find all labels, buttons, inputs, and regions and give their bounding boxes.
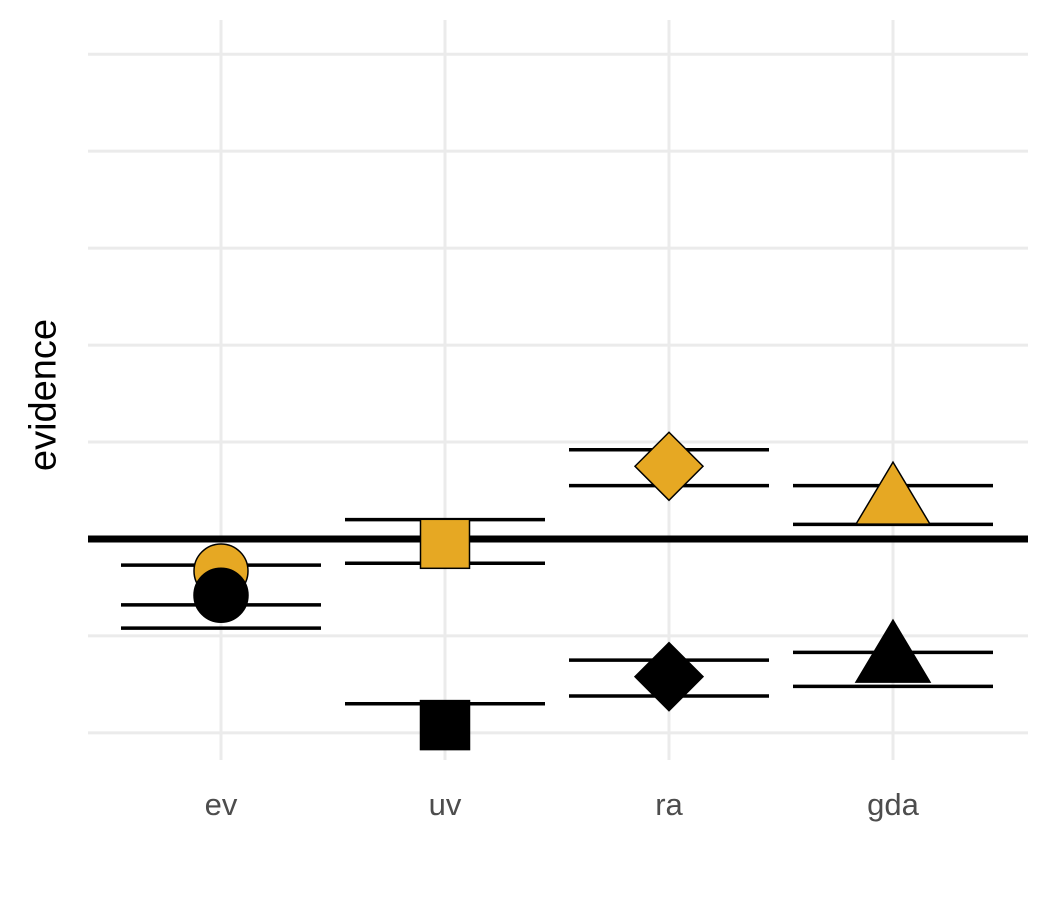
data-point-ev-black <box>193 567 249 623</box>
x-tick-label-ev: ev <box>205 787 238 822</box>
interval-bands <box>121 448 993 706</box>
y-axis-label: evidence <box>22 318 65 472</box>
data-point-gda-gold <box>854 460 932 525</box>
x-tick-label-ra: ra <box>655 787 683 822</box>
data-point-uv-gold <box>419 518 471 570</box>
data-point-uv-black <box>419 699 471 751</box>
x-axis-ticks: ev uv ra gda <box>205 787 920 822</box>
data-points <box>193 431 932 751</box>
data-point-ra-gold <box>633 431 705 502</box>
data-point-gda-black <box>854 618 932 683</box>
x-tick-label-uv: uv <box>429 787 462 822</box>
x-tick-label-gda: gda <box>867 787 919 822</box>
data-point-ra-black <box>633 641 705 712</box>
